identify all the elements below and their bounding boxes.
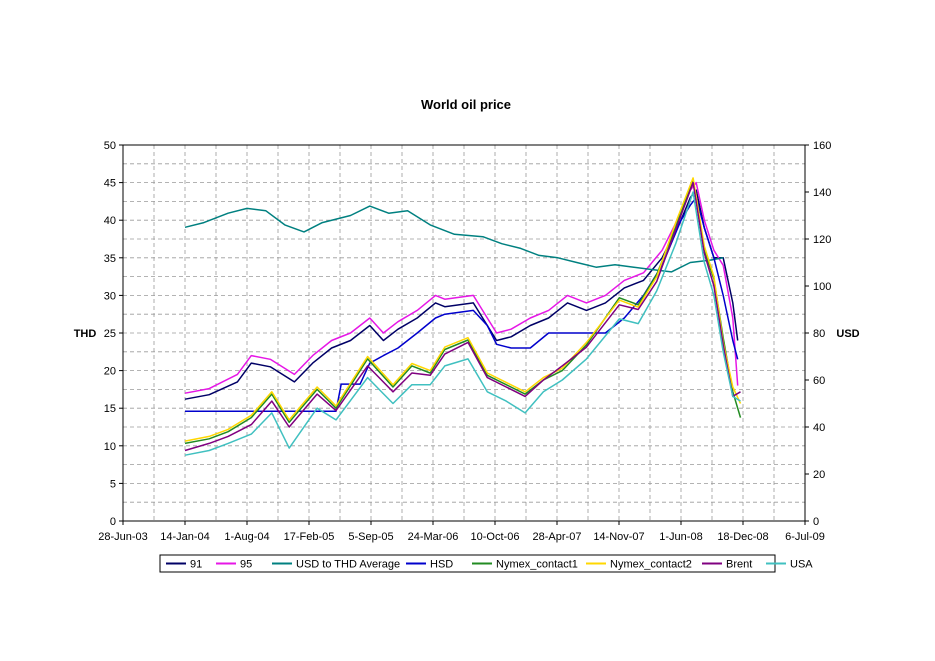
right-tick-label: 0 (813, 516, 819, 528)
left-tick-label: 35 (104, 253, 116, 265)
left-tick-label: 40 (104, 215, 116, 227)
x-tick-label: 5-Sep-05 (348, 531, 393, 543)
legend-label: Brent (726, 559, 752, 571)
x-tick-label: 17-Feb-05 (284, 531, 335, 543)
axes: 0 5 10 15 20 25 30 35 40 45 50 0 20 40 60 80 100 120 140 16… (98, 140, 831, 543)
left-tick-label: 5 (110, 478, 116, 490)
x-tick-label: 10-Oct-06 (471, 531, 520, 543)
gridlines (123, 145, 805, 521)
x-tick-label: 24-Mar-06 (408, 531, 459, 543)
left-tick-label: 20 (104, 366, 116, 378)
series-line-5 (184, 177, 742, 442)
series-line-2 (184, 205, 724, 273)
chart-title: World oil price (421, 97, 511, 112)
legend-label: 95 (240, 559, 252, 571)
left-tick-label: 45 (104, 178, 116, 190)
legend-label: 91 (190, 559, 202, 571)
legend-label: Nymex_contact1 (496, 559, 578, 571)
series-line-6 (184, 181, 741, 452)
series-layer (184, 177, 742, 456)
left-tick-label: 0 (110, 516, 116, 528)
x-tick-label: 1-Aug-04 (224, 531, 269, 543)
right-tick-label: 60 (813, 375, 825, 387)
series-line-1 (184, 181, 739, 394)
x-tick-label: 6-Jul-09 (785, 531, 825, 543)
x-tick-label: 14-Jan-04 (160, 531, 210, 543)
right-tick-label: 160 (813, 140, 831, 152)
right-tick-label: 140 (813, 187, 831, 199)
x-tick-label: 14-Nov-07 (593, 531, 644, 543)
right-tick-label: 80 (813, 328, 825, 340)
left-tick-label: 50 (104, 140, 116, 152)
left-axis-label: THD (74, 328, 97, 340)
legend: 91 95 USD to THD Average HSD Nymex_contact1 N… (159, 554, 813, 573)
right-axis-label: USD (836, 328, 859, 340)
left-tick-label: 25 (104, 328, 116, 340)
legend-label: HSD (430, 559, 453, 571)
left-tick-label: 30 (104, 290, 116, 302)
right-tick-label: 20 (813, 469, 825, 481)
left-tick-label: 15 (104, 403, 116, 415)
legend-label: Nymex_contact2 (610, 559, 692, 571)
x-tick-label: 28-Jun-03 (98, 531, 148, 543)
legend-label: USD to THD Average (296, 559, 400, 571)
left-tick-label: 10 (104, 441, 116, 453)
right-tick-label: 120 (813, 234, 831, 246)
x-tick-label: 18-Dec-08 (717, 531, 768, 543)
right-tick-label: 100 (813, 281, 831, 293)
right-tick-label: 40 (813, 422, 825, 434)
series-line-7 (184, 191, 741, 456)
x-tick-label: 28-Apr-07 (533, 531, 582, 543)
legend-label: USA (790, 559, 813, 571)
x-tick-label: 1-Jun-08 (659, 531, 702, 543)
